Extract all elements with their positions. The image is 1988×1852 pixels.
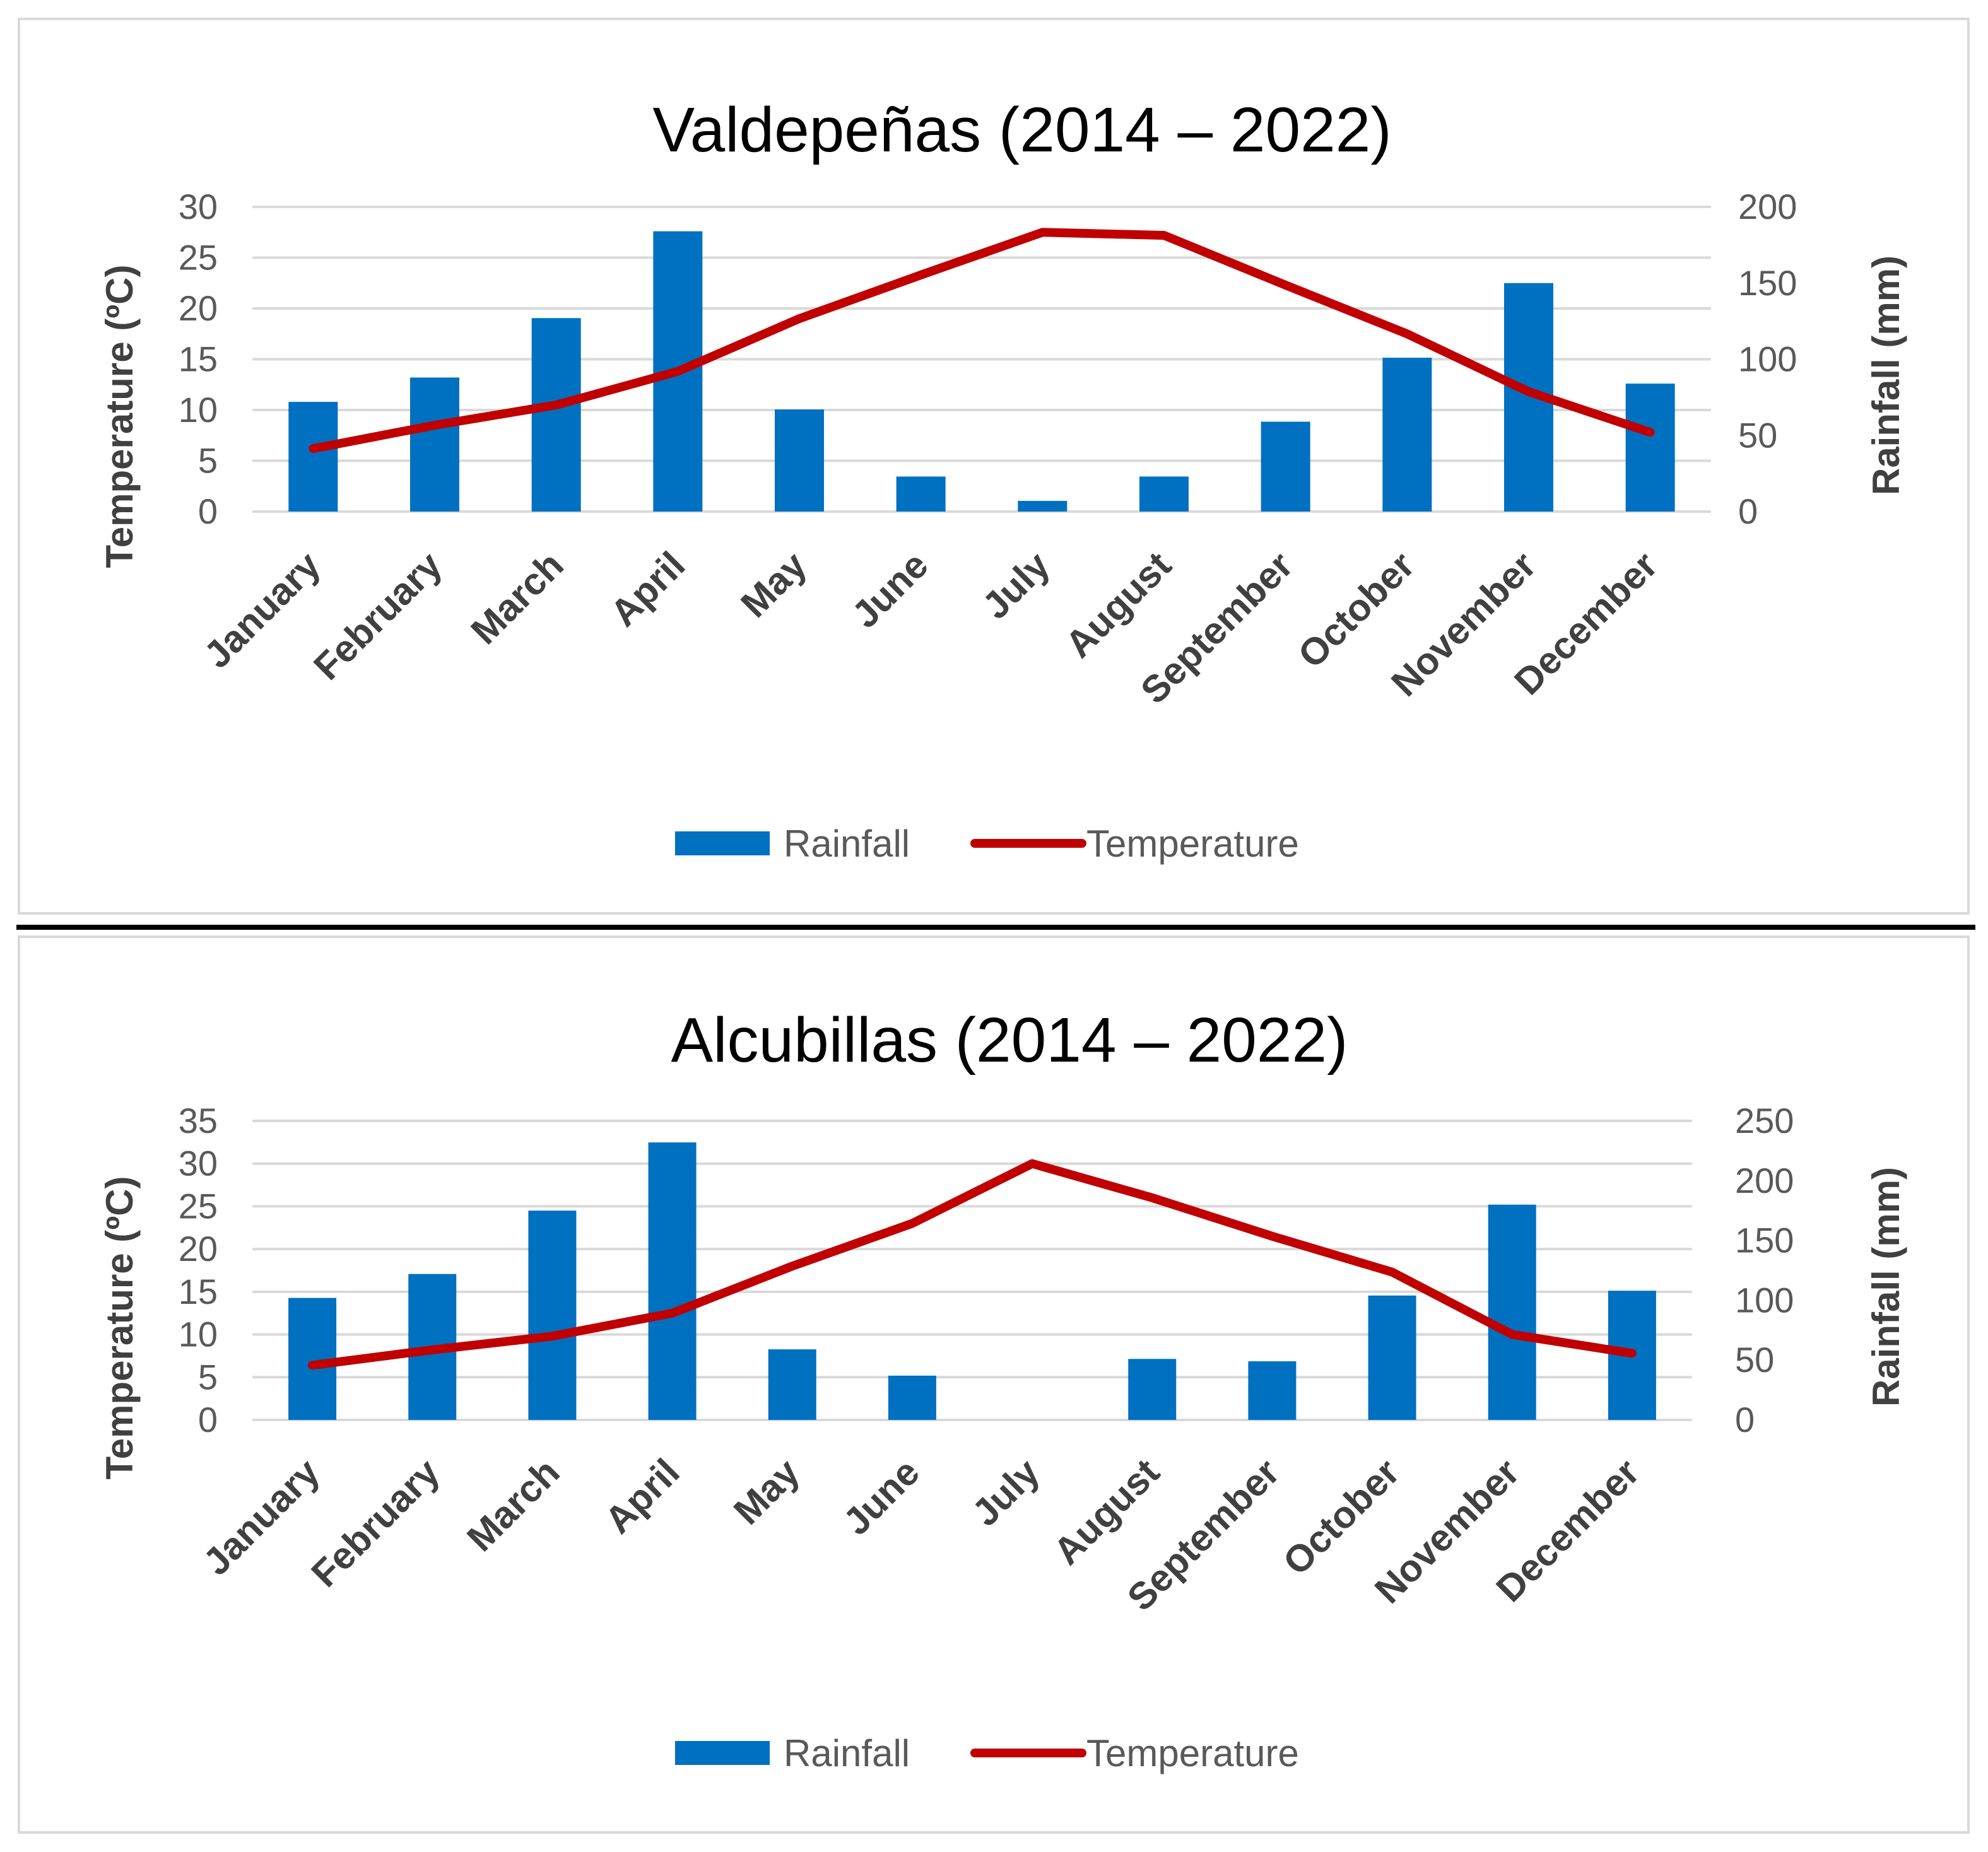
y-right-tick-label: 50 bbox=[1738, 415, 1777, 455]
legend: Rainfall Temperature bbox=[675, 1732, 1299, 1774]
y-axis-right-ticks: 0 50 100 150 200 250 bbox=[1735, 1101, 1794, 1439]
y-left-tick-label: 25 bbox=[179, 1186, 218, 1226]
y-left-tick-label: 15 bbox=[179, 1272, 218, 1311]
rainfall-bar bbox=[1248, 1361, 1297, 1420]
legend-temperature-label: Temperature bbox=[1086, 1732, 1299, 1774]
y-right-tick-label: 250 bbox=[1735, 1101, 1794, 1140]
y-left-tick-label: 10 bbox=[179, 1315, 218, 1354]
rainfall-bar bbox=[648, 1142, 697, 1420]
y-right-tick-label: 150 bbox=[1738, 263, 1797, 303]
rainfall-bar bbox=[528, 1210, 577, 1420]
y-left-tick-label: 0 bbox=[198, 1400, 218, 1439]
y-left-tick-label: 20 bbox=[179, 288, 218, 328]
rainfall-bar bbox=[1368, 1295, 1416, 1420]
y-left-tick-label: 5 bbox=[198, 441, 218, 481]
rainfall-bars bbox=[288, 1142, 1656, 1420]
y-left-tick-label: 25 bbox=[179, 238, 218, 278]
rainfall-bar bbox=[768, 1349, 816, 1420]
chart-title: Valdepeñas (2014 – 2022) bbox=[652, 95, 1391, 165]
legend-rainfall-swatch bbox=[675, 831, 770, 855]
rainfall-bar bbox=[1128, 1359, 1177, 1420]
y-axis-left-title: Temperature (ºC) bbox=[98, 265, 141, 568]
y-right-tick-label: 150 bbox=[1735, 1221, 1794, 1260]
temperature-line bbox=[309, 228, 1655, 454]
rainfall-bars bbox=[288, 231, 1675, 512]
rainfall-bar bbox=[1139, 476, 1189, 512]
rainfall-bar bbox=[1488, 1204, 1536, 1420]
y-axis-right-title: Rainfall (mm) bbox=[1865, 1167, 1907, 1407]
rainfall-bar bbox=[288, 402, 338, 512]
rainfall-bar bbox=[1625, 384, 1675, 512]
y-right-tick-label: 100 bbox=[1735, 1280, 1794, 1320]
chart-title: Alcubillas (2014 – 2022) bbox=[671, 1005, 1348, 1075]
rainfall-bar bbox=[410, 377, 459, 512]
y-axis-right-title: Rainfall (mm) bbox=[1865, 255, 1907, 495]
temperature-series-line bbox=[309, 228, 1655, 454]
rainfall-bar bbox=[1261, 421, 1310, 512]
y-left-tick-label: 15 bbox=[179, 339, 218, 379]
rainfall-bar bbox=[531, 318, 581, 512]
temperature-series-line bbox=[308, 1159, 1637, 1370]
y-left-tick-label: 20 bbox=[179, 1229, 218, 1269]
y-left-tick-label: 35 bbox=[179, 1101, 218, 1140]
y-right-tick-label: 0 bbox=[1738, 491, 1758, 531]
legend-rainfall-swatch bbox=[675, 1741, 770, 1765]
y-left-tick-label: 10 bbox=[179, 390, 218, 430]
legend-rainfall-label: Rainfall bbox=[784, 1732, 910, 1774]
y-axis-left-ticks: 0 5 10 15 20 25 30 bbox=[179, 187, 218, 531]
y-left-tick-label: 30 bbox=[179, 187, 218, 226]
y-axis-right-ticks: 0 50 100 150 200 bbox=[1738, 187, 1797, 531]
y-right-tick-label: 0 bbox=[1735, 1400, 1755, 1439]
rainfall-bar bbox=[1382, 358, 1432, 512]
gridlines bbox=[252, 1120, 1692, 1421]
rainfall-bar bbox=[1018, 501, 1068, 512]
y-left-tick-label: 5 bbox=[198, 1357, 218, 1397]
y-axis-left-title: Temperature (ºC) bbox=[98, 1176, 141, 1480]
y-right-tick-label: 100 bbox=[1738, 339, 1797, 379]
legend-temperature-label: Temperature bbox=[1086, 823, 1299, 865]
rainfall-bar bbox=[888, 1375, 936, 1420]
y-right-tick-label: 50 bbox=[1735, 1340, 1774, 1380]
y-right-tick-label: 200 bbox=[1738, 187, 1797, 226]
y-left-tick-label: 30 bbox=[179, 1144, 218, 1183]
y-left-tick-label: 0 bbox=[198, 491, 218, 531]
rainfall-bar bbox=[896, 476, 946, 512]
temperature-line bbox=[308, 1159, 1637, 1370]
y-right-tick-label: 200 bbox=[1735, 1161, 1794, 1200]
legend-rainfall-label: Rainfall bbox=[784, 823, 910, 865]
legend: Rainfall Temperature bbox=[675, 823, 1299, 865]
rainfall-bar bbox=[775, 409, 824, 512]
